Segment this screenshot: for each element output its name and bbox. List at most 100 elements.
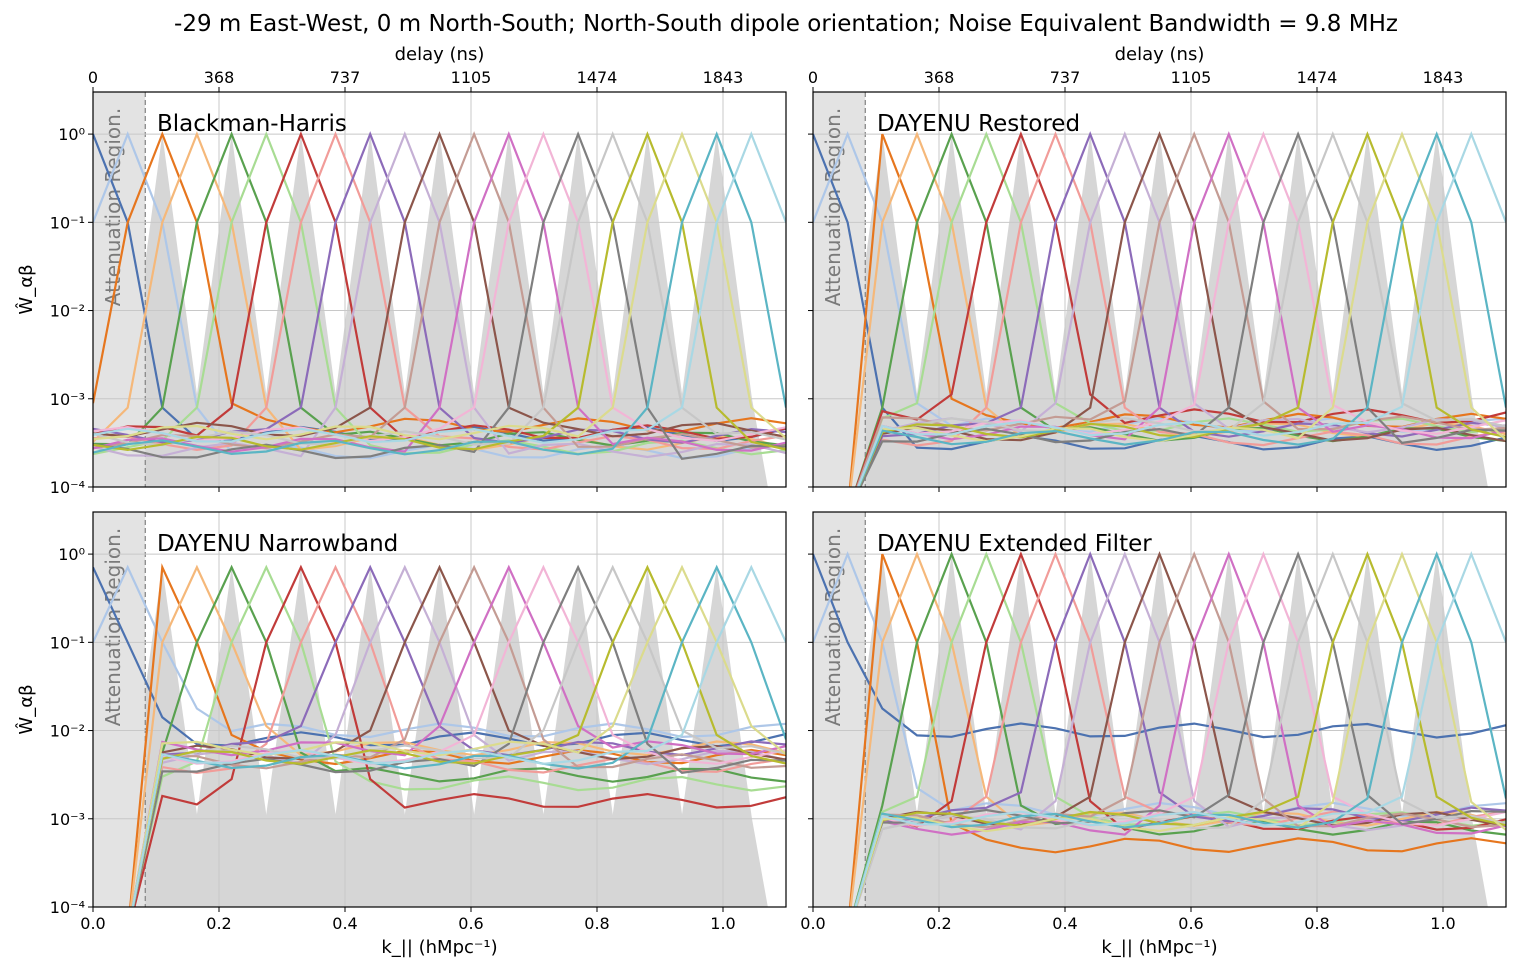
x-tick-label: 0.8 bbox=[1304, 914, 1329, 933]
plot-frame bbox=[812, 91, 1507, 488]
x-tick-label: 0.2 bbox=[926, 914, 951, 933]
series-line bbox=[93, 131, 786, 456]
plot-frame bbox=[92, 511, 787, 908]
series-line bbox=[856, 131, 1506, 487]
y-tick-label: 10⁻³ bbox=[50, 810, 85, 829]
shade-band bbox=[526, 567, 630, 907]
x-axis-label: k_|| (hMpc⁻¹) bbox=[381, 937, 497, 958]
plot-frame bbox=[92, 91, 787, 488]
x-tick-label: 0.4 bbox=[1052, 914, 1077, 933]
y-tick-label: 10⁻¹ bbox=[50, 633, 85, 652]
shade-bands bbox=[111, 567, 768, 907]
delay-tick-label: 737 bbox=[330, 68, 361, 87]
series-line bbox=[848, 553, 1506, 907]
y-tick-label: 10⁻⁴ bbox=[50, 478, 85, 497]
series-line bbox=[132, 564, 786, 907]
delay-tick-label: 737 bbox=[1050, 68, 1081, 87]
series-group bbox=[93, 563, 786, 907]
series-line bbox=[93, 131, 786, 447]
series-line bbox=[855, 131, 1506, 487]
x-tick-label: 0.2 bbox=[206, 914, 231, 933]
x-tick-label: 1.0 bbox=[710, 914, 735, 933]
series-line bbox=[131, 564, 786, 907]
series-line bbox=[93, 131, 786, 438]
delay-axis-label: delay (ns) bbox=[395, 44, 485, 65]
x-tick-label: 0.0 bbox=[80, 914, 105, 933]
y-tick-label: 10⁰ bbox=[58, 545, 85, 564]
x-tick-label: 0.8 bbox=[584, 914, 609, 933]
x-tick-label: 0.4 bbox=[332, 914, 357, 933]
shade-band bbox=[665, 567, 768, 907]
series-line bbox=[857, 131, 1506, 487]
series-line bbox=[855, 131, 1506, 487]
y-tick-label: 10⁻⁴ bbox=[50, 898, 85, 917]
panel-1: Attenuation Region. Blackman-Harris10⁻⁴10… bbox=[15, 44, 787, 497]
y-tick-label: 10⁰ bbox=[58, 125, 85, 144]
series-line bbox=[856, 131, 1506, 487]
series-line bbox=[131, 564, 786, 907]
y-tick-label: 10⁻² bbox=[50, 722, 85, 741]
y-tick-label: 10⁻¹ bbox=[50, 213, 85, 232]
series-line bbox=[131, 564, 786, 907]
delay-tick-label: 368 bbox=[204, 68, 235, 87]
series-line bbox=[813, 553, 1506, 739]
series-group bbox=[813, 551, 1506, 907]
series-line bbox=[93, 131, 786, 434]
delay-tick-label: 1843 bbox=[703, 68, 744, 87]
series-group bbox=[813, 131, 1506, 487]
x-tick-label: 0.0 bbox=[800, 914, 825, 933]
series-line bbox=[854, 551, 1506, 907]
panel-4: Attenuation Region. DAYENU Extended Filte… bbox=[800, 511, 1507, 958]
series-line bbox=[131, 564, 786, 907]
delay-tick-label: 368 bbox=[924, 68, 955, 87]
series-line bbox=[133, 564, 786, 907]
panel-title: DAYENU Restored bbox=[877, 111, 1080, 137]
series-line bbox=[93, 131, 786, 460]
series-line bbox=[856, 131, 1506, 487]
series-line bbox=[93, 131, 786, 443]
delay-tick-label: 1474 bbox=[577, 68, 618, 87]
series-line bbox=[854, 551, 1506, 907]
series-line bbox=[854, 551, 1506, 907]
delay-tick-label: 1474 bbox=[1297, 68, 1338, 87]
y-axis-label: Ŵ_αβ bbox=[15, 264, 37, 314]
panel-3: Attenuation Region. DAYENU Narrowband10⁻⁴… bbox=[15, 511, 787, 958]
x-tick-label: 0.6 bbox=[1178, 914, 1203, 933]
shade-band bbox=[180, 567, 283, 907]
series-line bbox=[131, 564, 786, 907]
y-tick-label: 10⁻³ bbox=[50, 390, 85, 409]
series-line bbox=[131, 564, 786, 907]
delay-tick-label: 1105 bbox=[451, 68, 492, 87]
y-tick-label: 10⁻² bbox=[50, 302, 85, 321]
series-line bbox=[857, 131, 1506, 487]
x-tick-label: 1.0 bbox=[1430, 914, 1455, 933]
x-axis-label: k_|| (hMpc⁻¹) bbox=[1101, 937, 1217, 958]
series-line bbox=[858, 131, 1506, 487]
x-tick-label: 0.6 bbox=[458, 914, 483, 933]
series-line bbox=[131, 564, 786, 907]
series-line bbox=[93, 131, 786, 452]
series-line bbox=[93, 131, 786, 444]
delay-axis-label: delay (ns) bbox=[1115, 44, 1205, 65]
panel-title: Blackman-Harris bbox=[157, 111, 347, 137]
panels: Attenuation Region. Blackman-Harris10⁻⁴10… bbox=[15, 44, 1507, 958]
y-axis-label: Ŵ_αβ bbox=[15, 684, 37, 734]
delay-tick-label: 0 bbox=[88, 68, 98, 87]
shade-band bbox=[249, 567, 353, 907]
series-line bbox=[93, 131, 786, 441]
figure-title: -29 m East-West, 0 m North-South; North-… bbox=[174, 11, 1398, 37]
plot-frame bbox=[812, 511, 1507, 908]
panel-title: DAYENU Narrowband bbox=[157, 531, 398, 557]
panel-title: DAYENU Extended Filter bbox=[877, 531, 1152, 557]
series-line bbox=[857, 131, 1506, 487]
shade-band bbox=[457, 567, 560, 907]
series-group bbox=[93, 131, 786, 460]
series-line bbox=[853, 551, 1506, 907]
delay-tick-label: 1843 bbox=[1423, 68, 1464, 87]
delay-tick-label: 0 bbox=[808, 68, 818, 87]
delay-tick-label: 1105 bbox=[1171, 68, 1212, 87]
series-line bbox=[132, 564, 786, 907]
series-line bbox=[854, 551, 1506, 907]
